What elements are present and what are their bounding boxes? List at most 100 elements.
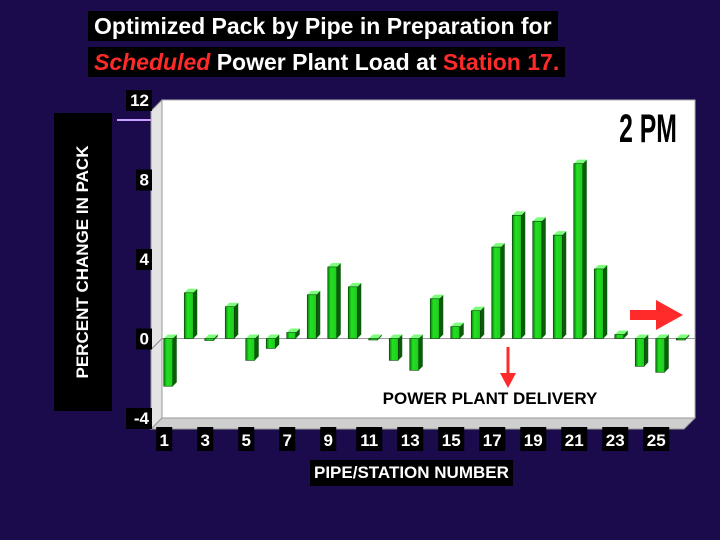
bar-side-6	[275, 334, 280, 349]
bar-top-1	[163, 334, 177, 339]
bar-face-11	[368, 338, 379, 341]
bar-8	[306, 290, 321, 339]
y-tick-label-4: 4	[140, 250, 150, 269]
bar-top-23	[614, 330, 628, 335]
bar-17	[491, 243, 505, 339]
y-tick-bg-12	[126, 90, 152, 111]
bar-20	[552, 231, 567, 339]
x-tick-label-25: 25	[647, 431, 666, 450]
bar-top-15	[450, 322, 464, 327]
bar-4	[224, 302, 239, 339]
plot-side-wall	[150, 98, 163, 431]
chart-title-line-1: Optimized Pack by Pipe in Preparation fo…	[88, 11, 558, 41]
bar-side-20	[562, 231, 567, 339]
x-tick-label-15: 15	[442, 431, 461, 450]
bar-side-19	[541, 217, 546, 339]
bar-top-11	[368, 334, 382, 339]
bar-face-4	[224, 306, 235, 339]
bar-top-3	[204, 334, 218, 339]
bar-18	[511, 211, 526, 339]
right-arrow-shaft	[630, 310, 660, 320]
bar-side-23	[623, 330, 628, 339]
bar-side-16	[480, 306, 485, 339]
bar-2	[183, 288, 198, 339]
bar-23	[614, 330, 628, 339]
bar-26	[675, 334, 690, 341]
bar-side-25	[664, 334, 669, 373]
bar-face-26	[675, 338, 686, 341]
bar-9	[327, 262, 341, 339]
x-tick-label-21: 21	[565, 431, 584, 450]
bar-face-24	[634, 338, 645, 367]
x-tick-label-13: 13	[401, 431, 420, 450]
bar-side-21	[582, 159, 587, 339]
bar-side-1	[172, 334, 177, 387]
bar-top-21	[573, 159, 587, 164]
bar-side-14	[439, 294, 444, 339]
bar-face-3	[204, 338, 215, 341]
x-tick-bg-7	[279, 427, 296, 451]
bar-10	[347, 282, 362, 339]
bar-side-24	[644, 334, 649, 367]
bar-side-15	[459, 322, 464, 339]
time-annotation: 2 PM	[619, 107, 677, 151]
delivery-annotation: POWER PLANT DELIVERY	[383, 389, 598, 408]
bar-top-22	[594, 264, 608, 269]
bar-top-7	[286, 328, 300, 333]
bar-top-19	[532, 217, 546, 222]
bar-side-5	[254, 334, 259, 361]
y-tick-bg--4	[126, 408, 152, 429]
bar-side-10	[357, 282, 362, 339]
bar-face-12	[388, 338, 399, 361]
bar-side-17	[500, 243, 505, 339]
bar-side-18	[521, 211, 526, 339]
bar-top-24	[635, 334, 649, 339]
chart-title-line-2: Scheduled Power Plant Load at Station 17…	[88, 47, 566, 77]
bar-side-2	[193, 288, 198, 339]
bar-face-6	[265, 338, 276, 349]
bar-19	[532, 217, 546, 339]
x-tick-bg-15	[438, 427, 465, 451]
bar-side-7	[295, 328, 300, 339]
bar-top-4	[225, 302, 239, 307]
bar-face-14	[429, 298, 440, 339]
bar-top-8	[307, 290, 321, 295]
x-tick-bg-21	[561, 427, 588, 451]
x-tick-bg-19	[520, 427, 547, 451]
y-tick-label--4: -4	[134, 409, 150, 428]
bar-face-8	[306, 294, 317, 339]
bar-top-12	[389, 334, 403, 339]
bar-16	[470, 306, 485, 339]
bar-3	[204, 334, 218, 341]
y-tick-label-0: 0	[140, 330, 149, 349]
bar-6	[265, 334, 280, 349]
x-tick-label-7: 7	[283, 431, 292, 450]
x-axis-label: PIPE/STATION NUMBER	[310, 460, 513, 486]
bar-5	[245, 334, 259, 361]
bar-side-8	[316, 290, 321, 339]
x-tick-bg-5	[238, 427, 255, 451]
bar-14	[429, 294, 444, 339]
bar-side-3	[213, 334, 218, 341]
bar-face-7	[286, 332, 297, 339]
x-tick-bg-17	[479, 427, 506, 451]
x-tick-label-11: 11	[360, 431, 378, 450]
bar-top-14	[430, 294, 444, 299]
bar-face-15	[450, 326, 461, 339]
bar-21	[573, 159, 587, 339]
bar-face-19	[532, 220, 543, 339]
down-arrow-icon	[500, 347, 516, 388]
x-tick-label-5: 5	[242, 431, 251, 450]
x-tick-bg-23	[602, 427, 629, 451]
title-station: Station 17.	[442, 49, 560, 75]
plot-floor	[149, 417, 697, 430]
x-tick-label-23: 23	[606, 431, 625, 450]
down-arrow-head	[500, 373, 516, 388]
bar-12	[388, 334, 403, 361]
bar-face-17	[491, 246, 502, 339]
bar-top-25	[655, 334, 669, 339]
zero-line-depth	[150, 338, 163, 350]
bar-face-18	[511, 214, 522, 339]
x-tick-bg-3	[197, 427, 214, 451]
